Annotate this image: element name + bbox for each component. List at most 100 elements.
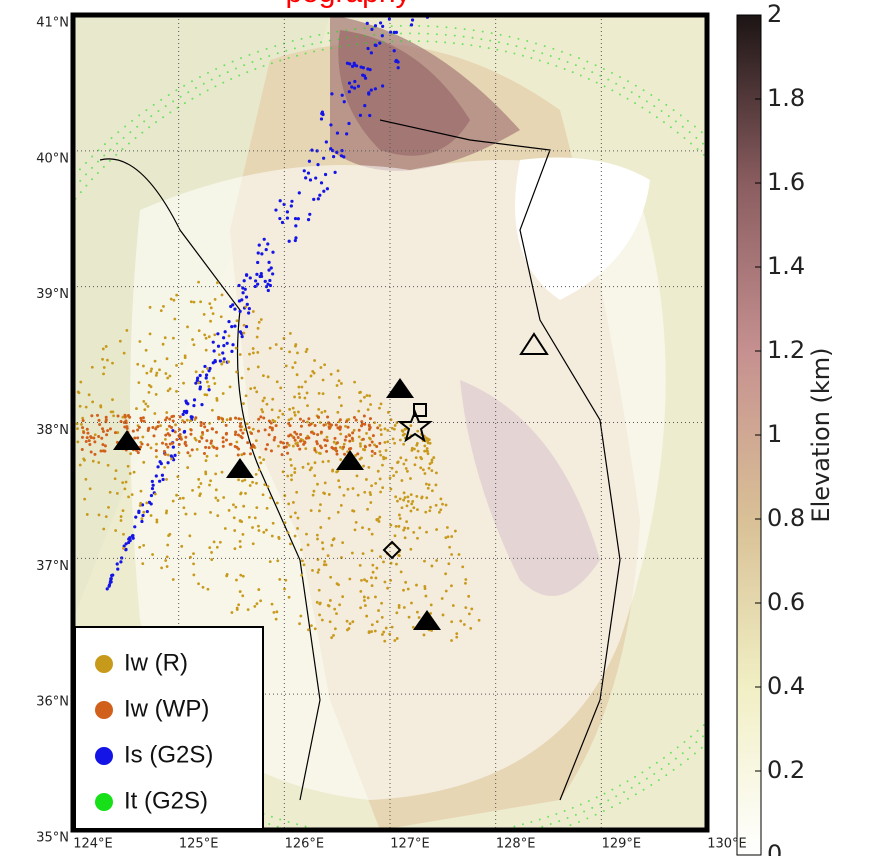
ray-point xyxy=(370,576,373,579)
ray-point xyxy=(314,176,317,179)
ray-point xyxy=(106,429,109,432)
ray-point xyxy=(149,306,152,309)
ray-point xyxy=(835,353,837,355)
ray-point xyxy=(199,492,202,495)
ray-point xyxy=(111,137,113,139)
ray-point xyxy=(575,814,577,816)
ray-point xyxy=(320,366,323,369)
ray-point xyxy=(309,468,312,471)
ray-point xyxy=(10,562,12,564)
y-tick-label: 37°N xyxy=(36,559,69,574)
ray-point xyxy=(297,386,300,389)
ray-point xyxy=(392,474,395,477)
ray-point xyxy=(507,43,509,45)
ray-point xyxy=(154,360,157,363)
ray-point xyxy=(363,491,366,494)
ray-point xyxy=(222,440,225,443)
legend-label: Iw (R) xyxy=(124,649,188,676)
ray-point xyxy=(98,514,101,517)
ray-point xyxy=(833,534,835,536)
ray-point xyxy=(101,427,104,430)
ray-point xyxy=(473,849,475,851)
ray-point xyxy=(368,528,371,531)
ray-point xyxy=(425,496,428,499)
ray-point xyxy=(294,47,296,49)
ray-point xyxy=(424,511,427,514)
ray-point xyxy=(836,413,838,415)
ray-point xyxy=(845,439,847,441)
ray-point xyxy=(381,616,384,619)
ray-point xyxy=(398,525,401,528)
ray-point xyxy=(782,654,784,656)
ray-point xyxy=(772,668,774,670)
ray-point xyxy=(242,402,245,405)
ray-point xyxy=(278,217,281,220)
ray-point xyxy=(109,491,112,494)
ray-point xyxy=(491,32,493,34)
ray-point xyxy=(11,289,13,291)
ray-point xyxy=(355,521,358,524)
ray-point xyxy=(701,747,703,749)
ray-point xyxy=(821,330,823,332)
ray-point xyxy=(275,618,278,621)
ray-point xyxy=(322,190,325,193)
ray-point xyxy=(377,470,380,473)
ray-point xyxy=(380,428,383,431)
ray-point xyxy=(214,472,217,475)
ray-point xyxy=(319,602,322,605)
ray-point xyxy=(146,443,149,446)
ray-point xyxy=(213,349,216,352)
ray-point xyxy=(412,506,415,509)
ray-point xyxy=(128,142,130,144)
ray-point xyxy=(353,62,356,65)
ray-point xyxy=(442,614,445,617)
ray-point xyxy=(322,157,325,160)
ray-point xyxy=(351,552,354,555)
ray-point xyxy=(237,453,240,456)
ray-point xyxy=(330,92,333,95)
ray-point xyxy=(208,302,211,305)
ray-point xyxy=(415,456,418,459)
ray-point xyxy=(235,347,238,350)
ray-point xyxy=(403,527,406,530)
ray-point xyxy=(164,559,167,562)
ray-point xyxy=(435,471,438,474)
ray-point xyxy=(296,373,299,376)
ray-point xyxy=(271,398,274,401)
ray-point xyxy=(365,615,368,618)
ray-point xyxy=(320,411,323,414)
ray-point xyxy=(185,411,188,414)
ray-point xyxy=(164,453,167,456)
ray-point xyxy=(356,452,359,455)
ray-point xyxy=(227,360,230,363)
ray-point xyxy=(206,381,209,384)
ray-point xyxy=(397,461,400,464)
ray-point xyxy=(842,387,844,389)
ray-point xyxy=(120,515,123,518)
ray-point xyxy=(379,491,382,494)
ray-point xyxy=(29,269,31,271)
ray-point xyxy=(96,414,99,417)
ray-point xyxy=(810,297,812,299)
ray-point xyxy=(368,394,371,397)
ray-point xyxy=(715,723,717,725)
ray-point xyxy=(398,514,401,517)
ray-point xyxy=(254,68,256,70)
ray-point xyxy=(241,594,244,597)
ray-point xyxy=(234,445,237,448)
ray-point xyxy=(11,589,13,591)
ray-point xyxy=(0,348,2,350)
ray-point xyxy=(322,379,325,382)
ray-point xyxy=(180,545,183,548)
ray-point xyxy=(384,441,387,444)
ray-point xyxy=(325,450,328,453)
ray-point xyxy=(459,620,462,623)
ray-point xyxy=(343,100,346,103)
ray-point xyxy=(110,574,113,577)
ray-point xyxy=(91,366,94,369)
ray-point xyxy=(46,668,48,670)
ray-point xyxy=(444,572,447,575)
ray-point xyxy=(522,823,524,825)
ray-point xyxy=(180,96,182,98)
ray-point xyxy=(764,653,766,655)
